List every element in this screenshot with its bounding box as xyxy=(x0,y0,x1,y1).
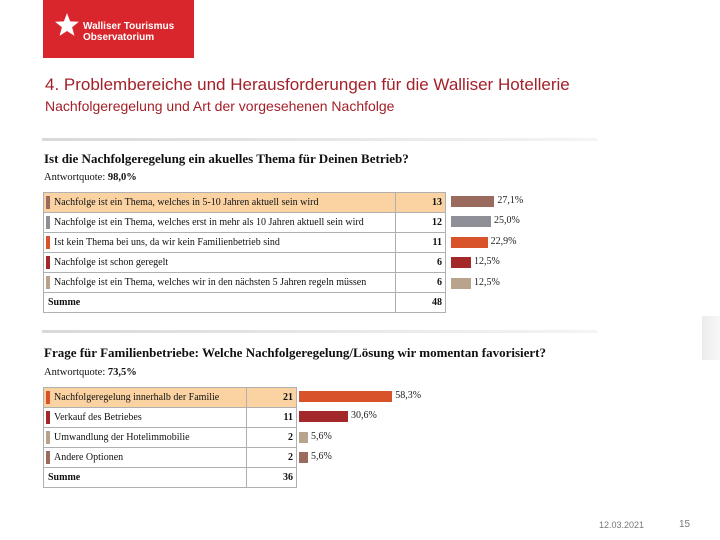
row-label-cell: Nachfolge ist ein Thema, welches erst in… xyxy=(43,212,396,233)
row-count: 11 xyxy=(395,232,446,253)
row-label-cell: Umwandlung der Hotelimmobilie xyxy=(43,427,247,448)
row-label-cell: Nachfolge ist ein Thema, welches in 5-10… xyxy=(43,192,396,213)
row-label: Andere Optionen xyxy=(54,452,124,463)
bar xyxy=(451,236,488,248)
question-1-response-rate: Antwortquote: 98,0% xyxy=(44,172,137,183)
bar-percent-label: 58,3% xyxy=(395,390,422,401)
bar-percent-label: 5,6% xyxy=(310,430,332,442)
bar xyxy=(451,216,491,228)
bar-percent-label: 30,6% xyxy=(350,410,377,422)
row-color-marker xyxy=(46,391,50,404)
row-color-marker xyxy=(46,451,50,464)
bar-percent-label: 27,1% xyxy=(497,195,524,206)
row-label-cell: Verkauf des Betriebes xyxy=(43,407,247,428)
side-decoration xyxy=(702,316,720,360)
row-label: Nachfolge ist ein Thema, welches in 5-10… xyxy=(54,197,319,208)
sum-value: 36 xyxy=(246,467,297,488)
sum-value: 48 xyxy=(395,292,446,313)
table-row: Nachfolge ist ein Thema, welches erst in… xyxy=(43,212,446,233)
row-count: 11 xyxy=(246,407,297,428)
row-count: 6 xyxy=(395,252,446,273)
star-icon xyxy=(55,13,79,36)
sum-label: Summe xyxy=(43,292,396,313)
row-label-cell: Nachfolge ist schon geregelt xyxy=(43,252,396,273)
footer-date: 12.03.2021 xyxy=(599,520,645,530)
logo: Walliser Tourismus Observatorium xyxy=(43,0,194,58)
question-2-title: Frage für Familienbetriebe: Welche Nachf… xyxy=(44,345,546,360)
bar xyxy=(299,452,308,464)
row-color-marker xyxy=(46,431,50,444)
row-color-marker xyxy=(46,236,50,249)
row-label-cell: Nachfolge ist ein Thema, welches wir in … xyxy=(43,272,396,293)
sum-row: Summe 36 xyxy=(43,467,297,488)
row-color-marker xyxy=(46,196,50,209)
page-subtitle: Nachfolgeregelung und Art der vorgesehen… xyxy=(45,98,395,114)
table-row: Nachfolgeregelung innerhalb der Familie 2… xyxy=(43,387,297,408)
sum-row: Summe 48 xyxy=(43,292,446,313)
section-divider xyxy=(42,138,597,141)
bar-percent-label: 25,0% xyxy=(494,215,520,227)
bar xyxy=(451,196,495,207)
row-label-cell: Andere Optionen xyxy=(43,447,247,468)
table-row: Umwandlung der Hotelimmobilie 2 xyxy=(43,427,297,448)
row-count: 2 xyxy=(246,427,297,448)
table-row: Nachfolge ist ein Thema, welches in 5-10… xyxy=(43,192,446,213)
row-color-marker xyxy=(46,276,50,289)
bar-percent-label: 5,6% xyxy=(310,451,332,463)
row-label: Umwandlung der Hotelimmobilie xyxy=(54,432,190,443)
section-divider xyxy=(42,330,597,333)
sum-label: Summe xyxy=(43,467,247,488)
row-count: 21 xyxy=(246,387,297,408)
bar-percent-label: 22,9% xyxy=(490,235,517,247)
row-label: Nachfolgeregelung innerhalb der Familie xyxy=(54,392,220,403)
bar-percent-label: 12,5% xyxy=(474,276,500,288)
bar-percent-label: 12,5% xyxy=(474,256,500,268)
row-count: 13 xyxy=(395,192,446,213)
table-row: Nachfolge ist ein Thema, welches wir in … xyxy=(43,272,446,293)
row-count: 6 xyxy=(395,272,446,293)
row-label: Verkauf des Betriebes xyxy=(54,412,142,423)
table-row: Nachfolge ist schon geregelt 6 xyxy=(43,252,446,273)
bar xyxy=(299,431,308,443)
response-rate-label: Antwortquote: xyxy=(44,367,108,378)
row-count: 12 xyxy=(395,212,446,233)
table-row: Andere Optionen 2 xyxy=(43,447,297,468)
row-color-marker xyxy=(46,256,50,269)
question-1-title: Ist die Nachfolgeregelung ein akuelles T… xyxy=(44,151,409,166)
row-label: Nachfolge ist ein Thema, welches wir in … xyxy=(54,277,367,288)
response-rate-value: 98,0% xyxy=(107,172,137,183)
bar xyxy=(299,411,348,423)
page-number: 15 xyxy=(679,519,691,530)
row-color-marker xyxy=(46,411,50,424)
table-row: Ist kein Thema bei uns, da wir kein Fami… xyxy=(43,232,446,253)
bar xyxy=(451,257,471,269)
row-label: Ist kein Thema bei uns, da wir kein Fami… xyxy=(54,237,280,248)
response-rate-label: Antwortquote: xyxy=(44,172,108,183)
response-rate-value: 73,5% xyxy=(107,367,137,378)
row-label-cell: Ist kein Thema bei uns, da wir kein Fami… xyxy=(43,232,396,253)
bar xyxy=(451,277,471,289)
row-label-cell: Nachfolgeregelung innerhalb der Familie xyxy=(43,387,247,408)
logo-line-1: Walliser Tourismus xyxy=(83,21,175,32)
question-2-response-rate: Antwortquote: 73,5% xyxy=(44,367,137,378)
table-row: Verkauf des Betriebes 11 xyxy=(43,407,297,428)
bar xyxy=(299,391,393,402)
row-label: Nachfolge ist ein Thema, welches erst in… xyxy=(54,217,364,228)
logo-line-2: Observatorium xyxy=(83,32,155,43)
page-title: 4. Problembereiche und Herausforderungen… xyxy=(45,75,570,94)
row-color-marker xyxy=(46,216,50,229)
question-1-table: Nachfolge ist ein Thema, welches in 5-10… xyxy=(43,192,446,313)
row-label: Nachfolge ist schon geregelt xyxy=(54,257,169,268)
question-2-table: Nachfolgeregelung innerhalb der Familie 2… xyxy=(43,387,297,488)
row-count: 2 xyxy=(246,447,297,468)
